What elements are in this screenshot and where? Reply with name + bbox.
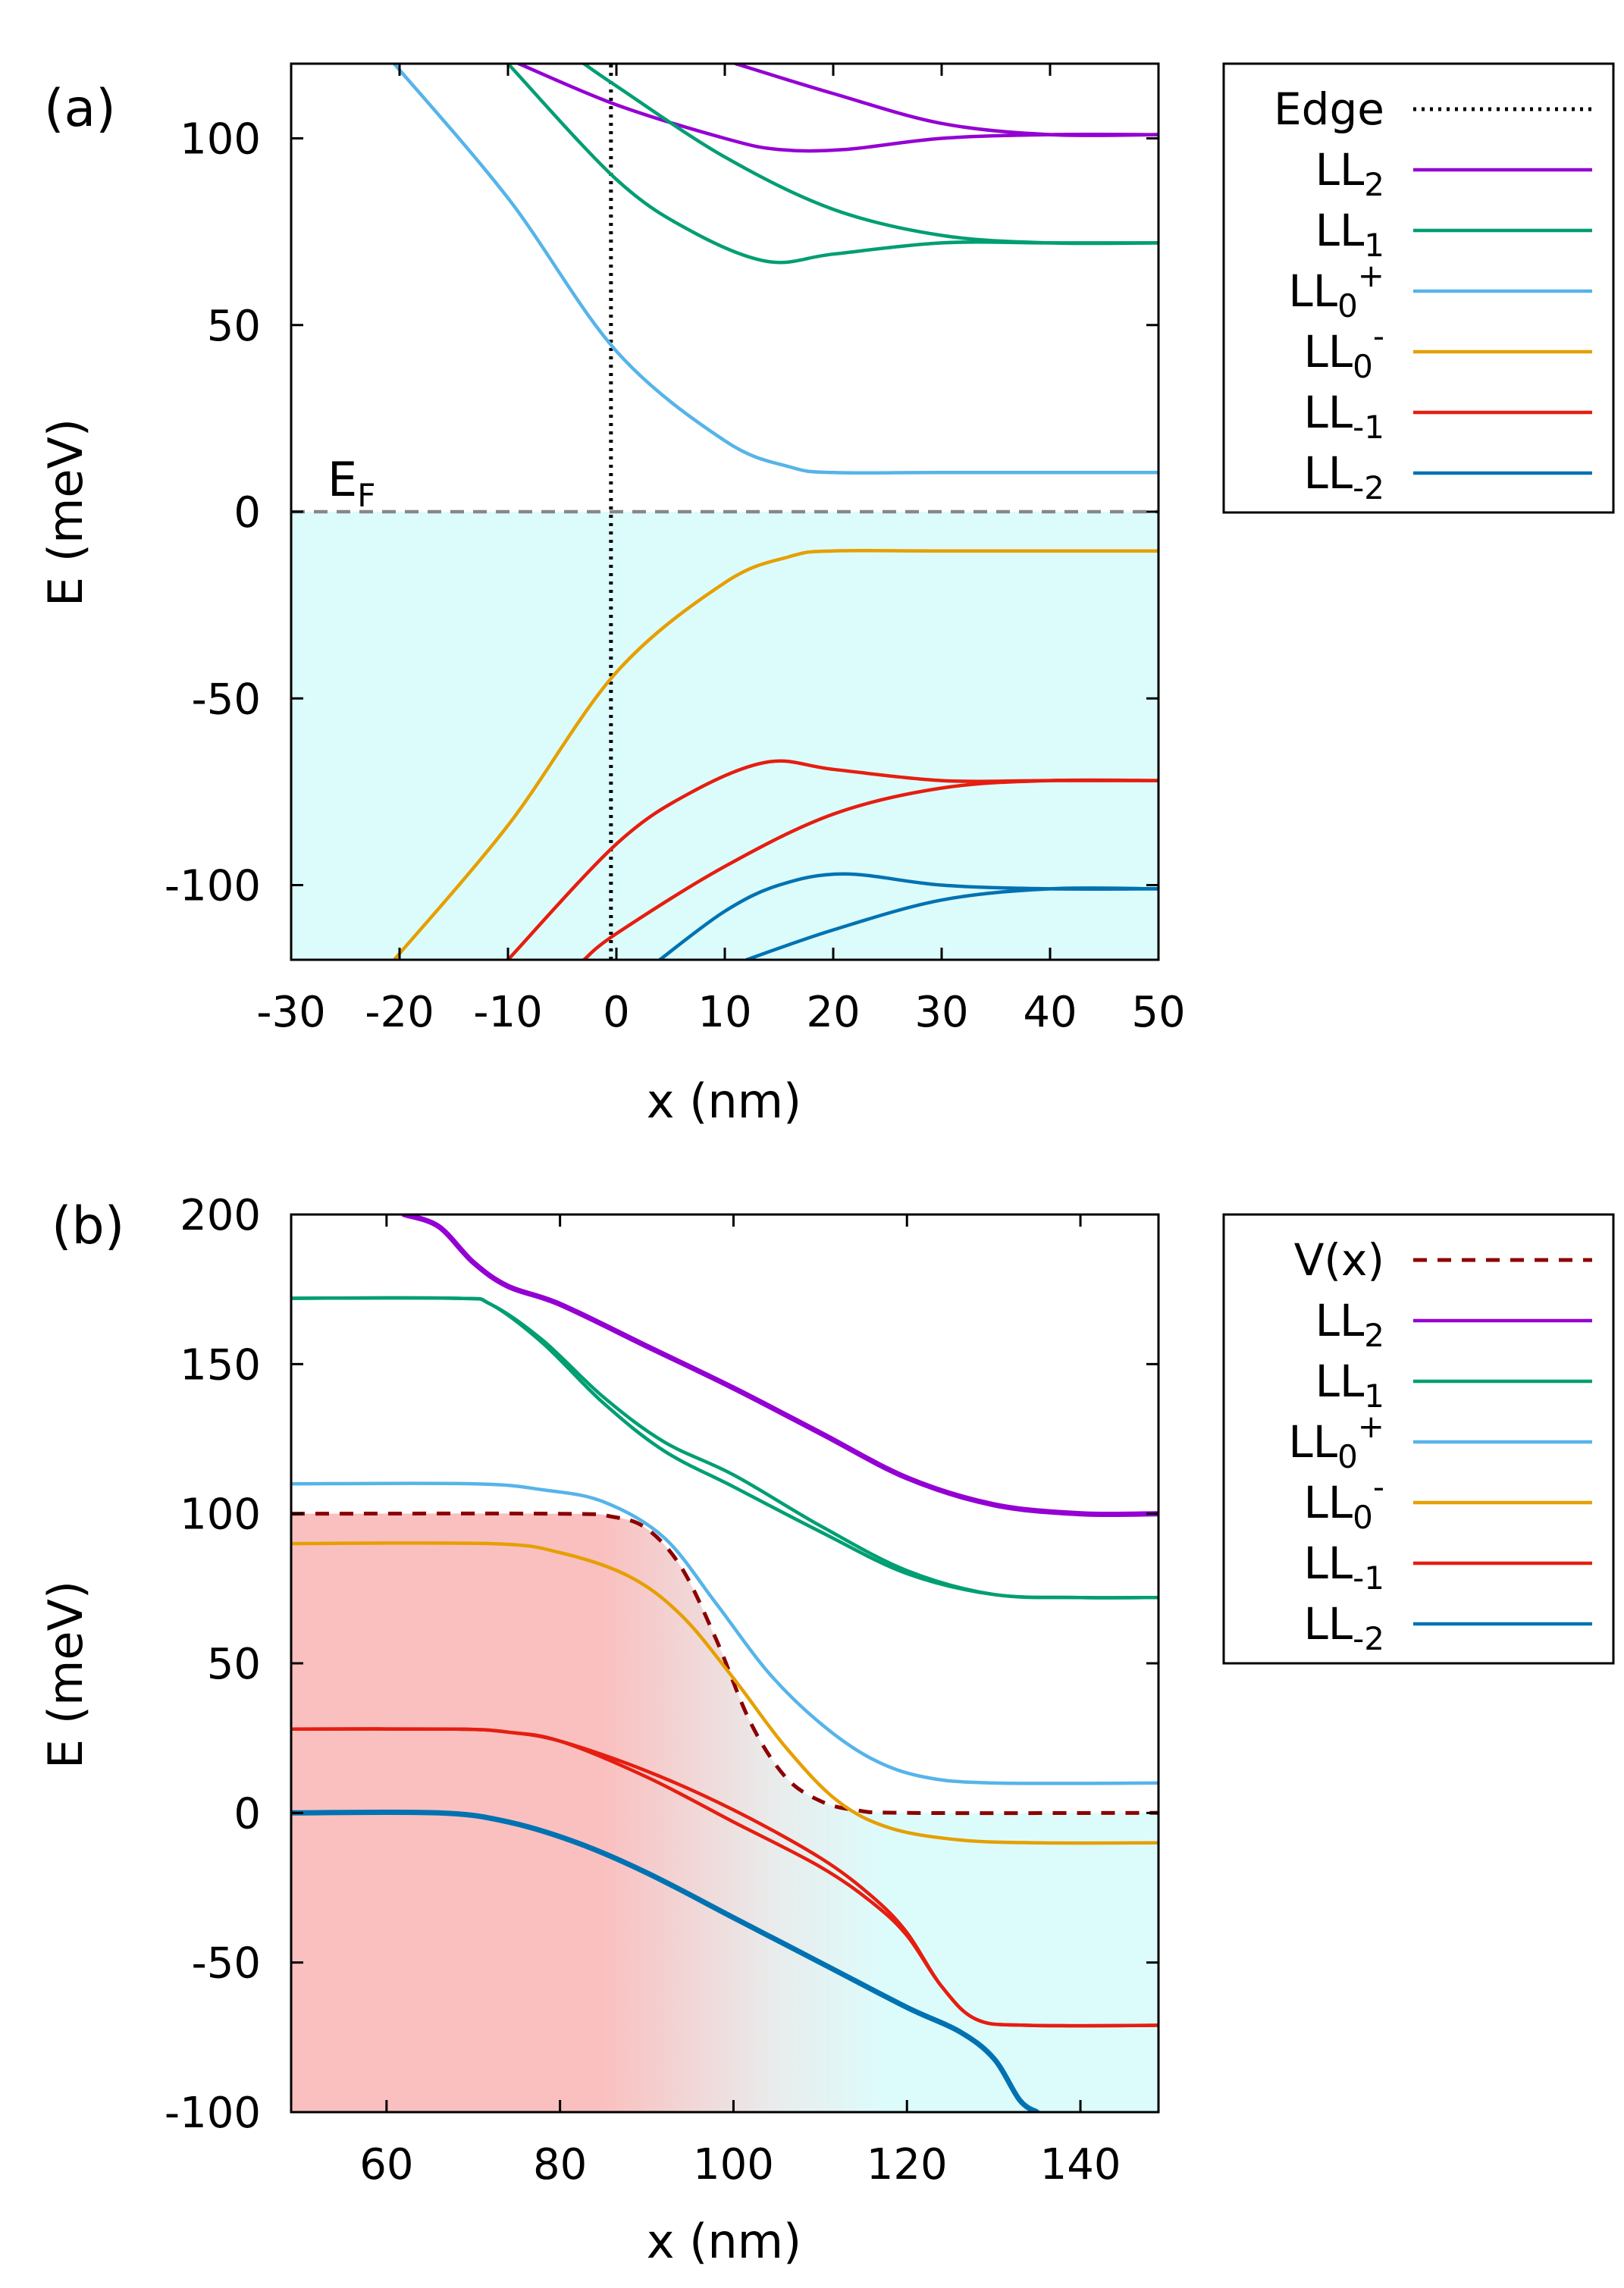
legend-entry-edge: Edge (1274, 83, 1592, 135)
x-tick-label: -30 (256, 988, 325, 1037)
legend-label: LL0+ (1288, 257, 1384, 324)
legend-entry-ll0plus: LL0+ (1288, 257, 1592, 324)
x-tick-label: 140 (1040, 2140, 1121, 2189)
y-tick-label: 0 (234, 488, 261, 538)
y-tick-label: 100 (180, 1490, 261, 1540)
panel-b: (b) E (meV) x (nm) 60 80 100 120 140 -100 -50 0… (38, 1191, 1615, 2269)
x-tick-label: 50 (1131, 988, 1185, 1037)
panel-a-series (392, 64, 1158, 960)
occupied-states-fill (291, 512, 1158, 960)
series-ll0plus (291, 1481, 1158, 1785)
legend-label: LL1 (1315, 205, 1384, 264)
legend-entry-ll-1: LL-1 (1303, 1537, 1592, 1597)
legend-entry-ll0minus: LL0- (1303, 318, 1592, 385)
legend-label: LL0- (1303, 1468, 1384, 1536)
legend-label: LL0+ (1288, 1408, 1384, 1475)
series-ll0 (392, 548, 1158, 960)
legend-label: LL2 (1315, 144, 1384, 203)
panel-a-ylabel: E (meV) (38, 418, 93, 606)
series-ll2-lower (517, 64, 1158, 153)
panel-a-label: (a) (44, 79, 116, 139)
y-tick-label: -100 (165, 862, 261, 911)
x-tick-label: 80 (533, 2140, 587, 2189)
x-tick-label: 120 (867, 2140, 948, 2189)
panel-b-axes: 60 80 100 120 140 -100 -50 0 50 100 150 200 (165, 1191, 1160, 2189)
panel-b-label: (b) (52, 1196, 124, 1256)
series-ll-1-b (291, 1727, 1158, 2028)
panel-a-xlabel: x (nm) (647, 1073, 801, 1129)
legend-label: LL0- (1303, 318, 1384, 385)
series-v-x (291, 1511, 1158, 1816)
y-tick-label: -50 (192, 675, 261, 724)
legend-box (1222, 62, 1615, 514)
legend-label: LL1 (1315, 1356, 1384, 1415)
legend-entry-ll1: LL1 (1315, 1356, 1592, 1415)
legend-box (1222, 1213, 1615, 1665)
y-tick-label: 150 (180, 1340, 261, 1390)
x-tick-label: 0 (603, 988, 630, 1037)
legend-label: LL-2 (1303, 447, 1384, 506)
series-ll-2 (291, 1809, 1040, 2112)
panel-b-filled-region (291, 1513, 1158, 2112)
legend-entry-v-x: V(x) (1294, 1234, 1592, 1286)
legend-label: LL2 (1315, 1295, 1384, 1354)
series-ll-2-lower (745, 886, 1158, 960)
y-tick-label: 200 (180, 1191, 261, 1240)
series-ll0 (291, 1541, 1158, 1845)
series-ll0plus (392, 64, 1158, 475)
legend-label: LL-2 (1303, 1598, 1384, 1657)
x-tick-label: 10 (698, 988, 751, 1037)
legend-label: V(x) (1294, 1234, 1384, 1286)
y-tick-label: 0 (234, 1789, 261, 1838)
series-ll1-lower (506, 64, 1158, 265)
series-ll1-upper (582, 64, 1158, 246)
x-tick-label: 100 (693, 2140, 774, 2189)
x-tick-label: -10 (473, 988, 542, 1037)
y-tick-label: 100 (180, 115, 261, 165)
y-tick-label: -50 (192, 1939, 261, 1989)
legend-entry-ll-2: LL-2 (1303, 1598, 1592, 1657)
x-tick-label: -20 (365, 988, 434, 1037)
y-tick-label: 50 (207, 1640, 261, 1689)
series-ll1-b (291, 1296, 1158, 1600)
legend-entry-ll0minus: LL0- (1303, 1468, 1592, 1536)
legend-entry-ll0plus: LL0+ (1288, 1408, 1592, 1475)
legend-entry-ll1: LL1 (1315, 205, 1592, 264)
panel-a-occupied-region (291, 512, 1158, 960)
x-tick-label: 40 (1023, 988, 1077, 1037)
series-ll2 (401, 1215, 1158, 1518)
fermi-label: EF (328, 452, 375, 514)
legend-entry-ll-2: LL-2 (1303, 447, 1592, 506)
legend-entry-ll2: LL2 (1315, 1295, 1592, 1354)
y-tick-label: 50 (207, 302, 261, 351)
panel-b-series (291, 1215, 1158, 2112)
panel-b-xlabel: x (nm) (647, 2214, 801, 2269)
x-tick-label: 30 (914, 988, 968, 1037)
legend-label: LL-1 (1303, 1537, 1384, 1597)
legend-label: LL-1 (1303, 387, 1384, 446)
y-tick-label: -100 (165, 2089, 261, 2138)
x-tick-label: 20 (806, 988, 860, 1037)
series-ll-1-lower (582, 778, 1158, 960)
x-tick-label: 60 (359, 2140, 413, 2189)
panel-a: (a) E (meV) x (nm) EF -30 -20 -10 0 10 20 30 40… (38, 62, 1615, 1129)
potential-fill (291, 1513, 1158, 2112)
legend-entry-ll-1: LL-1 (1303, 387, 1592, 446)
series-ll2-upper (734, 64, 1158, 137)
panel-a-fermi-level: EF (291, 452, 1158, 514)
panel-b-ylabel: E (meV) (38, 1581, 93, 1769)
legend-label: Edge (1274, 83, 1384, 135)
legend-entry-ll2: LL2 (1315, 144, 1592, 203)
